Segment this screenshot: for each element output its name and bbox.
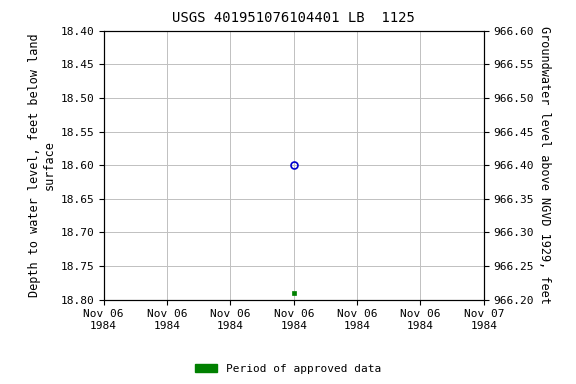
Legend: Period of approved data: Period of approved data: [191, 359, 385, 379]
Y-axis label: Depth to water level, feet below land
surface: Depth to water level, feet below land su…: [28, 33, 56, 297]
Y-axis label: Groundwater level above NGVD 1929, feet: Groundwater level above NGVD 1929, feet: [538, 26, 551, 304]
Title: USGS 401951076104401 LB  1125: USGS 401951076104401 LB 1125: [172, 12, 415, 25]
